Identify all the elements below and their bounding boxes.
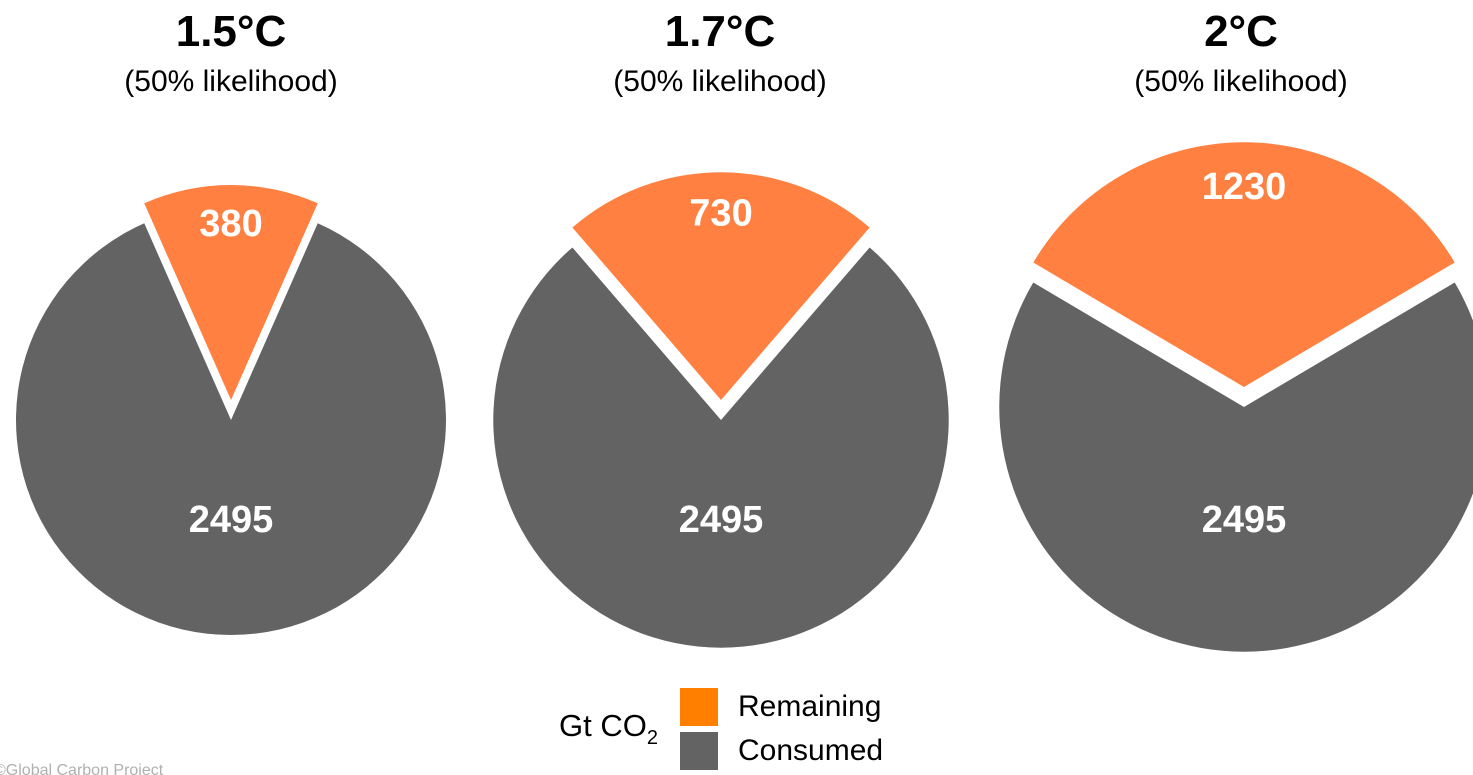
slice-label-remaining-2: 730 [689,193,752,235]
slice-label-remaining-3: 1230 [1202,166,1287,208]
pie-slice-consumed-1 [15,223,446,636]
slice-label-consumed-1: 2495 [189,499,274,541]
watermark: ©Global Carbon Project [0,762,164,775]
pie-chart-2: 730 2495 [493,172,949,648]
pie-slice-remaining-2 [572,172,870,400]
unit-text: Gt CO [559,708,647,743]
pie-slice-consumed-3 [999,282,1473,652]
legend-swatch-consumed [680,732,718,770]
unit-subscript: 2 [646,727,658,749]
legend-label-remaining: Remaining [738,690,882,723]
legend-item-remaining: Remaining [680,688,881,726]
legend-swatch-remaining [680,688,718,726]
pie-slice-remaining-3 [1033,142,1455,387]
chart-title-3: 2°C [1204,7,1278,56]
unit-label: Gt CO2 [559,708,658,750]
chart-title-2: 1.7°C [664,7,776,56]
slice-label-consumed-3: 2495 [1202,499,1287,541]
legend-label-consumed: Consumed [738,734,884,767]
pie-slice-consumed-2 [493,247,949,648]
chart-title-1: 1.5°C [175,7,287,56]
chart-subtitle-3: (50% likelihood) [1134,65,1348,98]
pie-chart-3: 1230 2495 [999,142,1473,652]
legend-item-consumed: Consumed [680,732,883,770]
pie-chart-1: 380 2495 [15,185,446,636]
pie-slice-remaining-1 [144,185,318,400]
slice-label-remaining-1: 380 [199,203,262,245]
chart-subtitle-2: (50% likelihood) [613,65,827,98]
chart-subtitle-1: (50% likelihood) [124,65,338,98]
slice-label-consumed-2: 2495 [679,499,764,541]
